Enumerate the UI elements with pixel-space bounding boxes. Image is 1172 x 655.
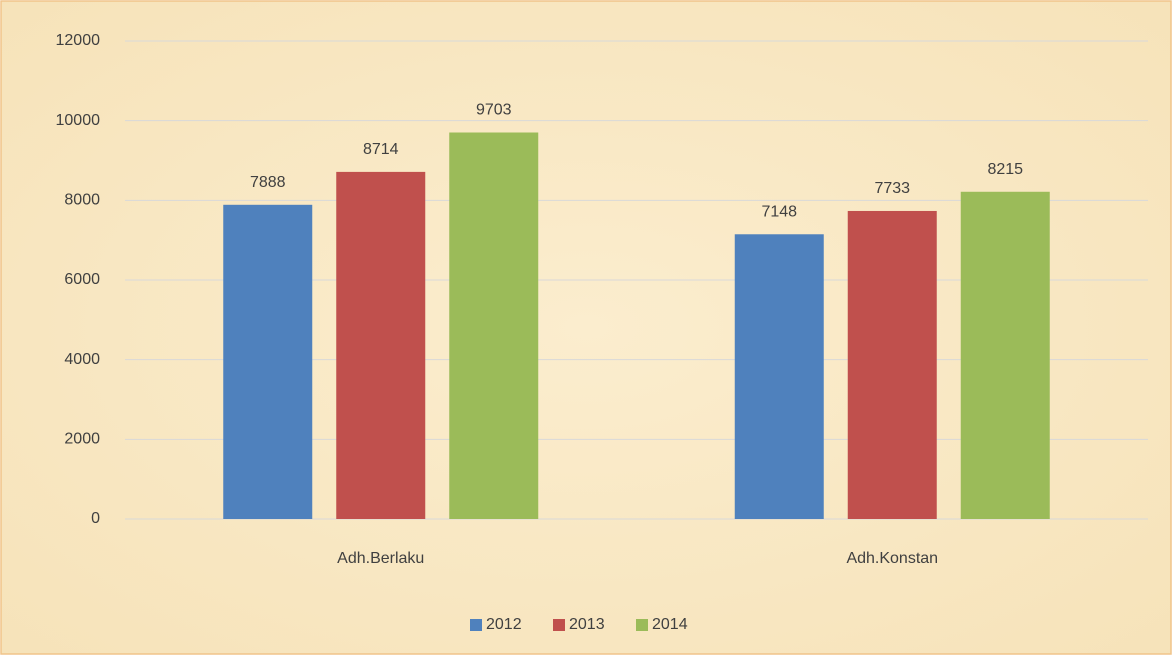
y-tick-label: 4000 xyxy=(64,351,100,368)
data-label: 9703 xyxy=(476,102,512,119)
data-label: 7148 xyxy=(761,203,797,220)
bar xyxy=(336,171,426,519)
legend-swatch xyxy=(553,619,565,631)
y-tick-label: 2000 xyxy=(64,431,100,448)
bar xyxy=(960,191,1050,519)
legend-label: 2014 xyxy=(652,616,688,633)
bar xyxy=(847,210,937,520)
legend-label: 2013 xyxy=(569,616,605,633)
data-label: 7733 xyxy=(874,180,910,197)
y-tick-label: 0 xyxy=(91,510,100,527)
y-tick-label: 10000 xyxy=(56,112,101,129)
y-tick-label: 12000 xyxy=(56,32,101,49)
x-tick-label: Adh.Konstan xyxy=(846,550,938,567)
data-label: 8714 xyxy=(363,141,399,158)
legend-label: 2012 xyxy=(486,616,522,633)
data-label: 8215 xyxy=(987,161,1023,178)
y-tick-label: 6000 xyxy=(64,271,100,288)
legend-swatch xyxy=(470,619,482,631)
bar xyxy=(734,234,824,519)
bar xyxy=(449,132,539,519)
data-label: 7888 xyxy=(250,174,286,191)
x-tick-label: Adh.Berlaku xyxy=(337,550,424,567)
y-tick-label: 8000 xyxy=(64,192,100,209)
legend-swatch xyxy=(636,619,648,631)
bar xyxy=(223,204,313,519)
